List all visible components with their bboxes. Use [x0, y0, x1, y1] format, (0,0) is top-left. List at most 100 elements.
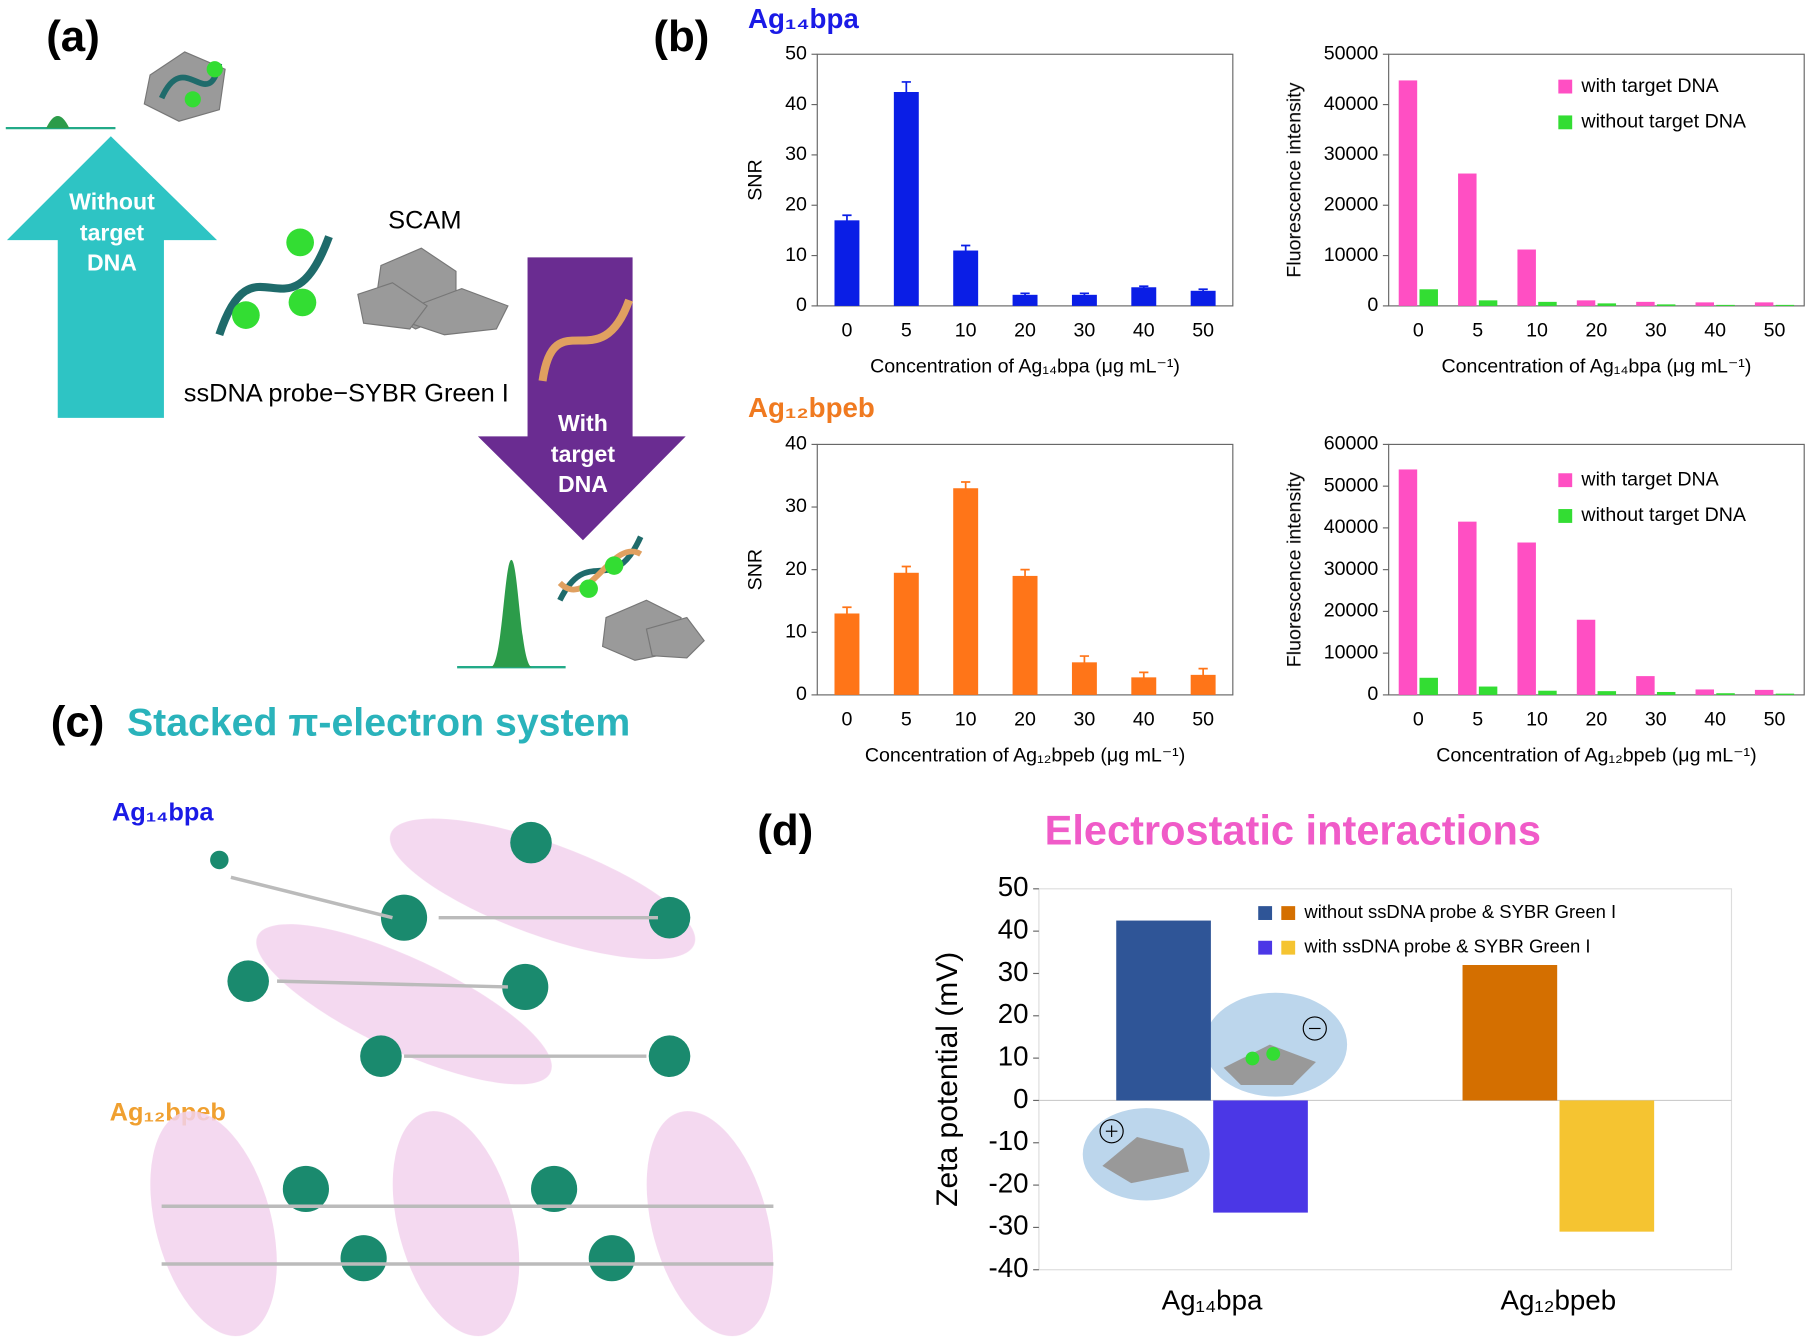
bar	[1656, 304, 1676, 306]
legend-swatch	[1258, 906, 1273, 920]
chart-title: Electrostatic interactions	[1045, 806, 1541, 853]
panel-label: (a)	[46, 12, 100, 61]
bar	[1576, 619, 1596, 695]
error-bar	[1079, 292, 1090, 297]
y-tick-label: 10	[785, 620, 807, 642]
y-tick-label: 0	[1013, 1083, 1028, 1114]
x-tick-label: 10	[955, 319, 977, 341]
y-tick-label: 20	[998, 998, 1029, 1029]
error-bar	[1139, 285, 1149, 289]
bar	[893, 572, 919, 695]
x-tick-label: 5	[901, 708, 912, 730]
bar	[1775, 304, 1795, 306]
bar	[1517, 249, 1536, 306]
arrow-up	[6, 136, 218, 418]
error-bar	[842, 606, 852, 620]
y-tick-label: 50000	[1324, 474, 1379, 496]
error-bar	[961, 481, 971, 495]
y-tick-label: -40	[988, 1252, 1028, 1283]
label: SCAM	[388, 206, 461, 234]
bar	[1695, 302, 1715, 306]
x-tick-label: 50	[1192, 319, 1214, 341]
error-bar	[961, 244, 971, 256]
x-tick-label: 20	[1014, 319, 1036, 341]
dye	[206, 61, 223, 78]
bar	[1754, 689, 1774, 695]
y-tick-label: 20	[785, 558, 807, 580]
bar	[1576, 300, 1596, 306]
y-tick-label: 30	[785, 495, 807, 517]
y-tick-label: 10	[998, 1040, 1029, 1071]
legend-swatch	[1558, 79, 1573, 94]
legend-swatch	[1281, 906, 1296, 920]
legend-label: without target DNA	[1580, 111, 1746, 133]
y-tick-label: 50	[785, 42, 807, 64]
x-tick-label: 20	[1586, 708, 1608, 730]
y-tick-label: 0	[796, 683, 807, 705]
dye	[286, 228, 314, 257]
plot-frame	[1038, 888, 1733, 1271]
error-bar	[1198, 288, 1208, 293]
legend-label: with ssDNA probe & SYBR Green I	[1303, 936, 1590, 957]
x-tick-label: 0	[1413, 708, 1424, 730]
x-tick-label: 40	[1704, 319, 1726, 341]
bar	[1754, 302, 1774, 306]
bar	[1636, 676, 1655, 695]
x-tick-label: 20	[1014, 708, 1036, 730]
bar	[1131, 677, 1157, 695]
bar	[1478, 686, 1498, 695]
bar	[1398, 469, 1418, 695]
y-tick-label: 0	[1367, 683, 1378, 705]
bar	[893, 91, 919, 306]
legend-swatch	[1558, 473, 1573, 488]
x-axis-label: Concentration of Ag₁₂bpeb (μg mL⁻¹)	[1436, 744, 1756, 766]
scam-icon	[357, 247, 509, 336]
bar	[834, 220, 860, 306]
dye	[579, 579, 598, 598]
y-tick-label: 30	[785, 143, 807, 165]
bar	[1695, 689, 1715, 695]
x-axis-label: Concentration of Ag₁₄bpa (μg mL⁻¹)	[1441, 355, 1751, 377]
icon-dye	[1245, 1051, 1260, 1066]
bar	[1538, 690, 1557, 695]
x-tick-label: Ag₁₄bpa	[1162, 1284, 1263, 1315]
target-dna	[538, 298, 633, 382]
y-tick-label: 40000	[1324, 93, 1379, 115]
icon-dye	[1266, 1046, 1281, 1061]
bar	[1462, 965, 1558, 1101]
bar	[1559, 1100, 1655, 1232]
x-tick-label: 40	[1704, 708, 1726, 730]
y-tick-label: 50	[998, 871, 1029, 902]
x-tick-label: 0	[842, 319, 853, 341]
error-bar	[1198, 667, 1208, 682]
panel-label: (b)	[653, 12, 709, 61]
bar	[1190, 290, 1216, 306]
bar	[1597, 691, 1617, 695]
dye	[232, 301, 260, 329]
panel-title: Stacked π-electron system	[127, 700, 630, 744]
bar	[1419, 289, 1438, 306]
dsdna	[557, 548, 643, 593]
y-tick-label: 0	[1367, 294, 1378, 316]
bar	[1190, 674, 1216, 695]
y-tick-label: 40	[785, 93, 807, 115]
error-bar	[1020, 568, 1030, 583]
bar	[1775, 693, 1795, 695]
stack-highlight	[150, 818, 774, 1337]
bar	[1538, 301, 1557, 306]
y-tick-label: 10000	[1324, 244, 1379, 266]
arrow-text: target	[551, 441, 615, 467]
y-axis-label: Fluorescence intensity	[1283, 82, 1305, 277]
bar	[953, 250, 979, 306]
y-tick-label: 30000	[1324, 143, 1379, 165]
cluster	[210, 821, 691, 1282]
bar	[1071, 294, 1097, 306]
bar	[1213, 1100, 1308, 1213]
bar	[1636, 301, 1655, 306]
bar	[1597, 303, 1617, 306]
chart-title: Ag₁₄bpa	[748, 3, 859, 34]
y-tick-label: 20	[785, 193, 807, 215]
bar	[1012, 575, 1038, 695]
x-tick-label: 10	[1526, 319, 1548, 341]
